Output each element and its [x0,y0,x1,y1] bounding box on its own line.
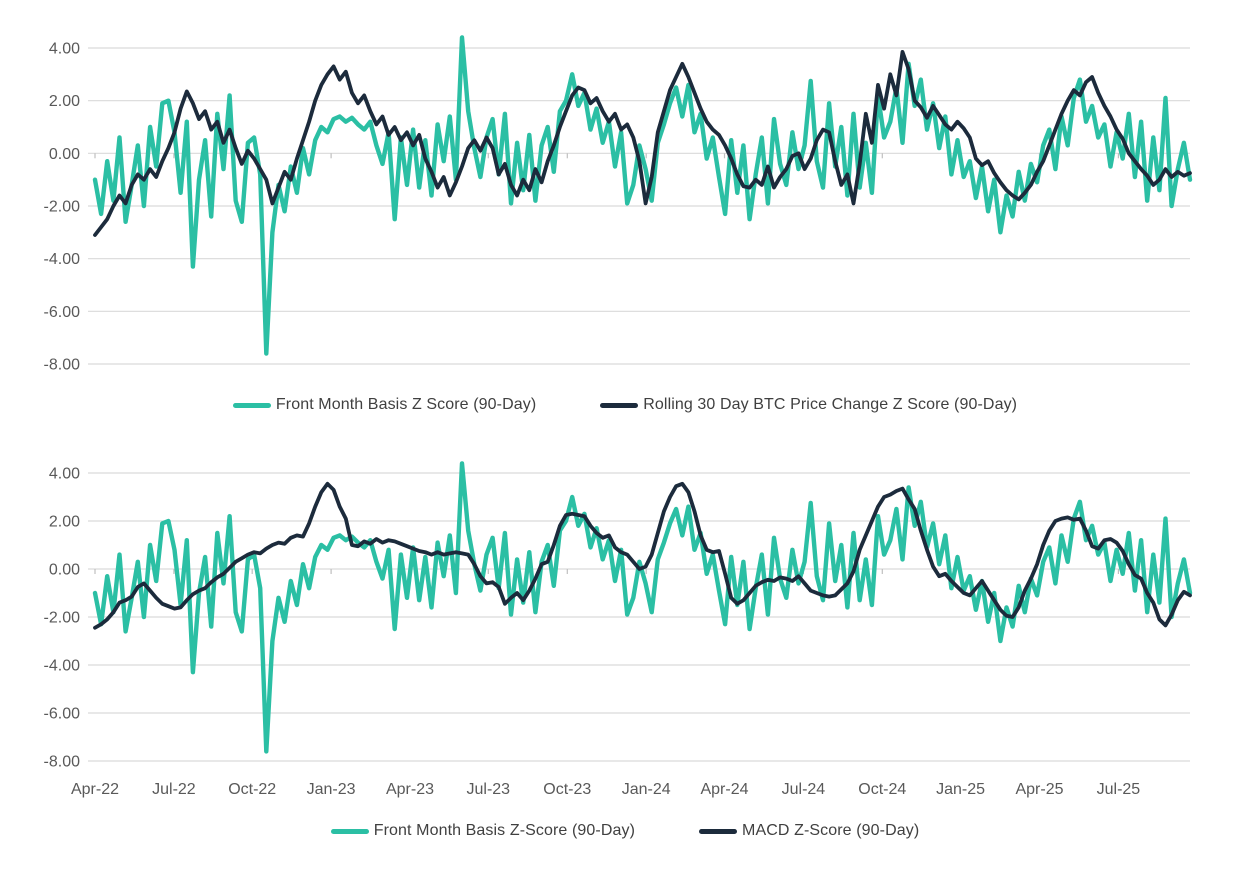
navy-line-swatch-icon [699,828,738,834]
x-axis-label: Jan-23 [307,781,356,798]
x-axis-label: Apr-24 [700,781,748,798]
x-axis-label: Jan-24 [622,781,671,798]
series-line-front-month-basis-z-score-90-day- [92,461,1193,754]
y-axis-label: -2.00 [44,199,81,216]
x-axis-label: Jul-24 [782,781,826,798]
legend-label-macd: MACD Z-Score (90-Day) [742,822,920,839]
legend-label-front-month-basis-2: Front Month Basis Z-Score (90-Day) [373,822,636,839]
series-line-rolling-30-day-btc-price-change-z-score-90-day- [93,50,1192,237]
bottom-chart-legend: Front Month Basis Z-Score (90-Day) MACD … [0,822,1250,840]
y-axis-label: -6.00 [44,304,81,321]
y-axis-label: 0.00 [49,562,80,579]
y-axis-label: 2.00 [49,514,80,531]
x-axis-label: Apr-25 [1015,781,1063,798]
legend-label-front-month-basis: Front Month Basis Z Score (90-Day) [275,396,537,413]
x-axis-label: Apr-23 [386,781,434,798]
y-axis-label: 2.00 [49,93,80,110]
y-axis-label: -2.00 [44,610,81,627]
legend-item-front-month-basis-2: Front Month Basis Z-Score (90-Day) [330,822,636,840]
x-axis-label: Jul-25 [1097,781,1141,798]
x-axis-label: Oct-22 [228,781,276,798]
y-axis-label: -8.00 [44,754,81,771]
y-axis-label: -6.00 [44,706,81,723]
x-axis-label: Jan-25 [936,781,985,798]
y-axis-label: 0.00 [49,146,80,163]
legend-label-rolling-btc: Rolling 30 Day BTC Price Change Z Score … [643,396,1018,413]
y-axis-label: -4.00 [44,658,81,675]
x-axis-label: Jul-23 [467,781,511,798]
teal-line-swatch-icon [330,828,369,834]
teal-line-swatch-icon [232,402,271,408]
navy-line-swatch-icon [600,402,639,408]
top-chart-legend: Front Month Basis Z Score (90-Day) Rolli… [0,396,1250,414]
x-axis-label: Oct-23 [543,781,591,798]
y-axis-label: 4.00 [49,466,80,483]
x-axis-label: Apr-22 [71,781,119,798]
series-line-macd-z-score-90-day- [93,481,1192,630]
y-axis-label: 4.00 [49,41,80,58]
legend-item-front-month-basis: Front Month Basis Z Score (90-Day) [232,396,537,414]
legend-item-rolling-btc: Rolling 30 Day BTC Price Change Z Score … [600,396,1017,414]
y-axis-label: -4.00 [44,251,81,268]
x-axis-label: Oct-24 [858,781,906,798]
y-axis-label: -8.00 [44,357,81,374]
series-line-front-month-basis-z-score-90-day- [92,35,1193,356]
x-axis-label: Jul-22 [152,781,196,798]
legend-item-macd: MACD Z-Score (90-Day) [699,822,919,840]
